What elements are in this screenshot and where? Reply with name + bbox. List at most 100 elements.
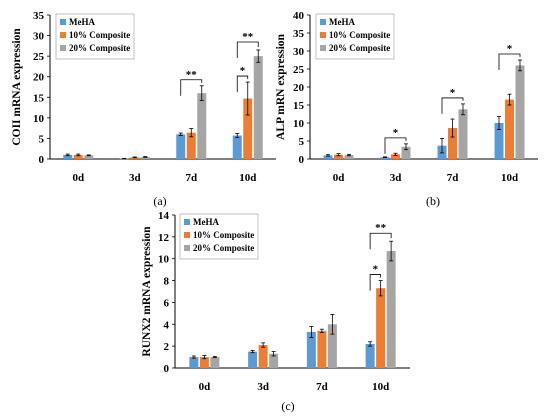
bar <box>199 357 209 368</box>
y-axis-title: RUNX2 mRNA expression <box>141 226 153 357</box>
panel-label: (a) <box>153 194 166 208</box>
significance-label: ** <box>186 69 198 81</box>
y-tick-label: 5 <box>299 136 305 148</box>
significance-label: * <box>373 264 379 276</box>
bar <box>391 154 400 159</box>
y-tick-label: 12 <box>158 232 170 244</box>
bar <box>365 343 375 368</box>
legend-label: 20% Composite <box>69 43 130 53</box>
bar <box>317 330 327 368</box>
bar <box>253 56 263 160</box>
bar <box>458 109 468 159</box>
bar <box>232 135 242 159</box>
bar <box>243 98 253 159</box>
x-tick-label: 10d <box>239 172 256 184</box>
bar <box>73 154 83 159</box>
bar <box>130 157 140 159</box>
bar <box>84 155 94 159</box>
significance-bracket <box>236 75 249 93</box>
bar <box>401 146 411 159</box>
significance-label: * <box>393 127 399 139</box>
y-tick-label: 10 <box>33 113 45 125</box>
bar <box>210 357 220 368</box>
legend-swatch <box>320 19 326 25</box>
x-tick-label: 3d <box>257 381 269 393</box>
bar <box>327 324 337 368</box>
y-tick-label: 10 <box>158 254 170 266</box>
significance-label: * <box>240 65 246 77</box>
legend-swatch <box>184 245 190 251</box>
y-tick-label: 30 <box>293 46 305 58</box>
bar <box>448 128 457 159</box>
y-tick-label: 30 <box>33 31 45 43</box>
legend-swatch <box>184 219 190 225</box>
x-tick-label: 10d <box>372 381 389 393</box>
chart-panel-1: 0 5 10 15 20 25 30 35 0d 3d 7d 10d COII mRNA express… <box>11 10 276 208</box>
panel-label: (c) <box>281 399 294 413</box>
bar <box>197 93 207 159</box>
significance-bracket <box>498 53 521 70</box>
legend-box <box>315 13 395 60</box>
x-tick-label: 3d <box>129 172 141 184</box>
x-tick-label: 7d <box>316 381 328 393</box>
y-tick-label: 6 <box>164 297 170 309</box>
significance-bracket <box>384 137 407 154</box>
bar <box>189 357 199 368</box>
bar <box>306 331 316 368</box>
y-tick-label: 15 <box>33 92 45 104</box>
legend-label: MeHA <box>69 17 95 27</box>
y-tick-label: 0 <box>39 154 45 166</box>
y-tick-label: 0 <box>299 154 305 166</box>
y-tick-label: 35 <box>293 28 305 40</box>
y-tick-label: 15 <box>293 100 305 112</box>
y-tick-label: 0 <box>164 363 170 375</box>
legend-label: 10% Composite <box>329 30 390 40</box>
y-tick-label: 14 <box>158 210 170 222</box>
legend-swatch <box>320 32 326 38</box>
panel-label: (b) <box>426 194 440 208</box>
legend-label: MeHA <box>193 217 219 227</box>
x-tick-label: 3d <box>390 172 402 184</box>
legend-swatch <box>320 45 326 51</box>
x-tick-label: 0d <box>72 172 84 184</box>
bar <box>344 155 354 159</box>
legend-label: 10% Composite <box>193 230 254 240</box>
significance-label: ** <box>242 31 254 43</box>
bar <box>63 154 73 159</box>
significance-bracket <box>236 41 259 58</box>
legend-label: 20% Composite <box>329 43 390 53</box>
bar <box>140 156 150 159</box>
bar <box>269 353 279 368</box>
bar <box>376 288 386 368</box>
y-tick-label: 5 <box>39 133 45 145</box>
significance-bracket <box>180 79 203 96</box>
bar <box>386 251 396 368</box>
bar <box>176 134 186 159</box>
legend-box <box>55 13 135 60</box>
y-axis-title: ALP mRN expression <box>275 33 287 139</box>
chart-panel-2: 0 5 10 15 20 25 30 35 40 0d 3d 7d 10d ALP mRN express… <box>275 10 538 208</box>
y-tick-label: 4 <box>164 319 170 331</box>
y-tick-label: 25 <box>33 51 45 63</box>
y-tick-label: 20 <box>293 82 305 94</box>
significance-bracket <box>369 274 382 291</box>
significance-bracket <box>441 97 464 114</box>
y-tick-label: 25 <box>293 64 305 76</box>
y-axis-title: COII mRNA expression <box>11 28 23 146</box>
legend-label: MeHA <box>329 17 355 27</box>
x-tick-label: 0d <box>199 381 211 393</box>
x-tick-label: 0d <box>333 172 345 184</box>
significance-label: ** <box>375 222 387 234</box>
significance-label: * <box>507 43 513 55</box>
bar <box>380 157 390 159</box>
bar <box>248 351 258 368</box>
y-tick-label: 40 <box>293 10 305 22</box>
y-tick-label: 20 <box>33 72 45 84</box>
x-tick-label: 7d <box>185 172 197 184</box>
legend-label: 10% Composite <box>69 30 130 40</box>
bar <box>515 65 525 159</box>
legend-swatch <box>60 32 66 38</box>
y-tick-label: 10 <box>293 118 305 130</box>
x-tick-label: 10d <box>501 172 518 184</box>
